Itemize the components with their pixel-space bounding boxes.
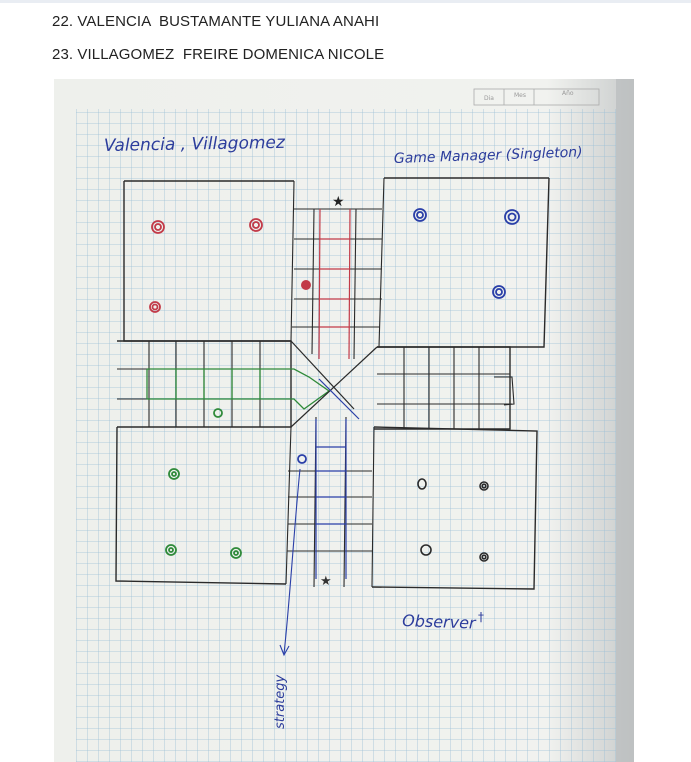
green-pieces bbox=[165, 408, 242, 559]
notebook-drawing: Dia Mes Año Valencia , Villagomez Game M… bbox=[54, 79, 634, 762]
red-piece bbox=[151, 220, 165, 234]
blue-home-lane bbox=[315, 419, 347, 579]
top-divider bbox=[0, 0, 691, 3]
notebook-photo: Dia Mes Año Valencia , Villagomez Game M… bbox=[54, 79, 634, 762]
header-dia: Dia bbox=[484, 95, 494, 102]
dagger-mark: † bbox=[478, 610, 484, 624]
blue-pieces bbox=[297, 208, 520, 464]
green-home-lane bbox=[146, 368, 331, 410]
green-piece-inner bbox=[168, 547, 174, 553]
green-piece-on-lane bbox=[213, 408, 223, 418]
blue-piece bbox=[492, 285, 506, 299]
star-icon: ★ bbox=[332, 194, 345, 210]
red-home-lane bbox=[318, 208, 351, 360]
game-manager-note: Game Manager (Singleton) bbox=[394, 144, 583, 167]
blue-piece-on-lane bbox=[297, 454, 307, 464]
black-piece-inner bbox=[481, 483, 487, 489]
blue-piece bbox=[413, 208, 427, 222]
green-piece bbox=[230, 547, 242, 559]
red-piece-inner bbox=[154, 223, 162, 231]
blue-piece-inner bbox=[495, 288, 503, 296]
top-arm-grid bbox=[290, 177, 385, 360]
black-pieces bbox=[417, 478, 489, 562]
blue-diagonal bbox=[318, 378, 360, 420]
header-ano: Año bbox=[562, 90, 574, 97]
red-pieces bbox=[149, 218, 263, 313]
blue-piece bbox=[504, 209, 520, 225]
red-piece bbox=[249, 218, 263, 232]
red-piece bbox=[149, 301, 161, 313]
header-mes: Mes bbox=[514, 92, 526, 99]
green-piece bbox=[165, 544, 177, 556]
red-piece-inner bbox=[252, 221, 260, 229]
black-piece bbox=[479, 552, 489, 562]
red-piece-inner bbox=[151, 303, 159, 311]
green-piece bbox=[168, 468, 180, 480]
green-piece-inner bbox=[233, 550, 239, 556]
blue-piece-inner bbox=[507, 212, 517, 222]
center-cross bbox=[290, 340, 378, 428]
right-arm-grid bbox=[377, 347, 515, 429]
student-line-23: 23. VILLAGOMEZ FREIRE DOMENICA NICOLE bbox=[52, 46, 385, 63]
student-line-22: 22. VALENCIA BUSTAMANTE YULIANA ANAHI bbox=[52, 13, 380, 30]
strategy-arrow bbox=[279, 468, 301, 657]
green-piece-inner bbox=[171, 471, 177, 477]
observer-note: Observer bbox=[402, 611, 477, 633]
paper-date-header: Dia Mes Año bbox=[473, 88, 600, 106]
page-edge bbox=[616, 79, 634, 762]
blue-piece-inner bbox=[416, 211, 424, 219]
black-piece bbox=[479, 481, 489, 491]
black-piece bbox=[420, 544, 432, 556]
black-piece bbox=[417, 478, 427, 490]
black-piece-inner bbox=[481, 554, 487, 560]
star-icon: ★ bbox=[320, 574, 332, 589]
strategy-note: strategy bbox=[273, 674, 288, 729]
authors-note: Valencia , Villagomez bbox=[104, 133, 286, 156]
red-piece-on-lane bbox=[301, 280, 311, 290]
